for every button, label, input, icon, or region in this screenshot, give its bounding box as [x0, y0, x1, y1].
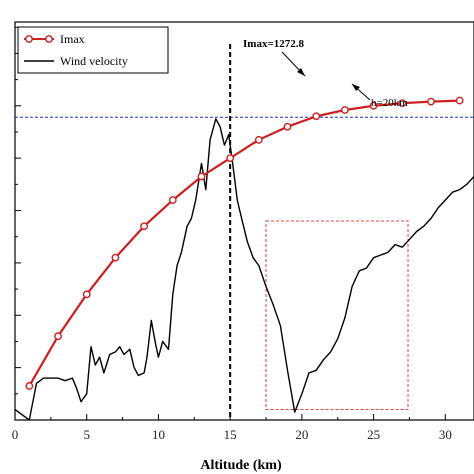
imax-annotation: Imax=1272.8 — [243, 38, 304, 50]
x-tick-label-10: 10 — [152, 427, 165, 442]
wind-velocity-line — [14, 118, 474, 421]
legend-imax-label: Imax — [60, 32, 85, 46]
imax-arrowhead — [297, 68, 305, 76]
x-tick-label-15: 15 — [224, 427, 237, 442]
imax-point — [82, 290, 91, 299]
x-tick-label-25: 25 — [367, 427, 380, 442]
imax-point — [341, 106, 349, 114]
imax-point — [140, 222, 148, 231]
x-axis-title: Altitude (km) — [200, 458, 282, 473]
imax-point — [398, 99, 407, 108]
plot-frame — [14, 21, 474, 421]
x-tick-label-20: 20 — [295, 427, 308, 442]
imax-point — [312, 112, 321, 121]
imax-point — [283, 122, 292, 131]
legend-wind-label: Wind velocity — [60, 54, 128, 68]
imax-point — [226, 154, 235, 163]
imax-point — [54, 332, 62, 341]
highlight-box — [265, 220, 409, 411]
x-tick-label-5: 5 — [83, 427, 90, 442]
imax-point — [455, 96, 464, 105]
imax-point — [111, 253, 120, 262]
imax-point — [25, 382, 34, 390]
imax-point — [254, 135, 263, 144]
plot-area: 0 5 10 15 20 25 30 — [12, 21, 474, 442]
legend-imax-marker-1 — [25, 35, 33, 43]
imax-line — [28, 99, 460, 387]
threshold-annotation: h=20km — [371, 97, 408, 109]
legend-box — [17, 26, 169, 74]
imax-point — [197, 172, 206, 181]
imax-point — [427, 97, 435, 106]
imax-point — [369, 101, 378, 110]
x-tick-label-0: 0 — [12, 427, 19, 442]
legend-imax-marker-2 — [45, 35, 53, 43]
x-tick-label-30: 30 — [439, 427, 452, 442]
threshold-arrowhead — [352, 84, 360, 91]
imax-point — [168, 196, 177, 204]
legend: Imax Wind velocity — [17, 26, 169, 74]
